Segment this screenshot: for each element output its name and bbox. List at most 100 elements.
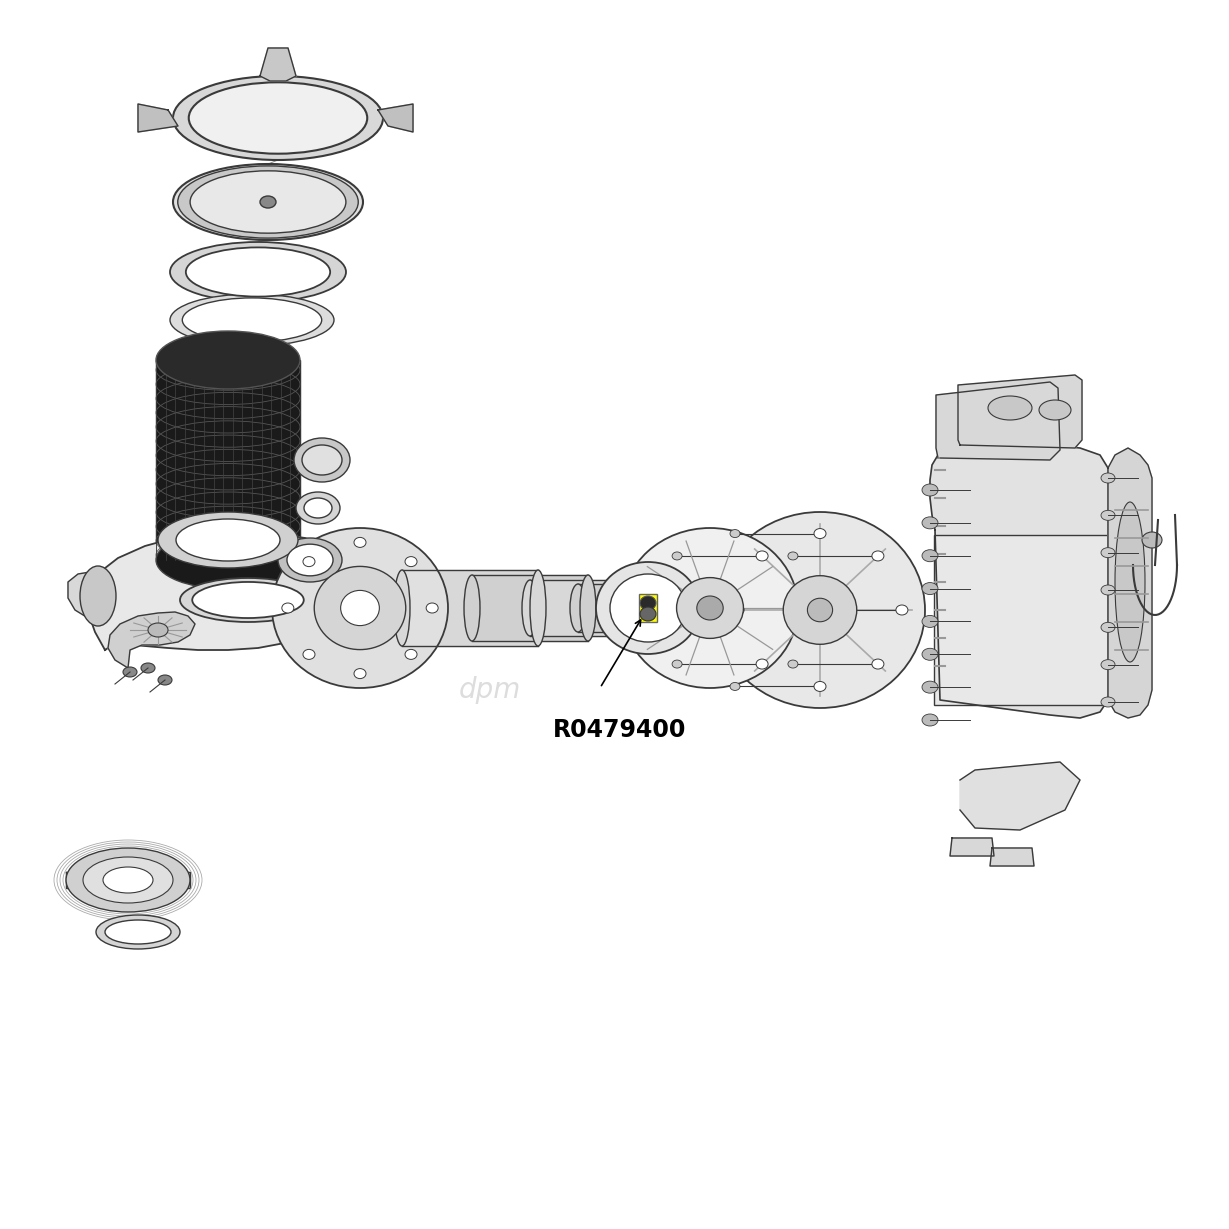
Polygon shape [960, 762, 1080, 830]
Ellipse shape [1101, 697, 1115, 707]
Ellipse shape [159, 675, 172, 685]
Polygon shape [66, 873, 190, 889]
Polygon shape [379, 104, 413, 132]
Ellipse shape [96, 916, 179, 949]
Ellipse shape [522, 580, 538, 635]
Ellipse shape [922, 484, 938, 497]
Text: R0479400: R0479400 [553, 718, 686, 742]
Ellipse shape [304, 649, 315, 660]
Ellipse shape [178, 166, 358, 238]
Ellipse shape [354, 537, 366, 547]
Ellipse shape [123, 667, 136, 677]
Ellipse shape [676, 578, 744, 638]
Polygon shape [88, 532, 342, 650]
Ellipse shape [580, 575, 596, 642]
Ellipse shape [257, 198, 279, 206]
Ellipse shape [988, 396, 1032, 420]
Polygon shape [261, 48, 296, 81]
Ellipse shape [278, 538, 342, 583]
Ellipse shape [697, 596, 723, 619]
Ellipse shape [286, 544, 333, 576]
Ellipse shape [189, 82, 367, 154]
Ellipse shape [922, 549, 938, 562]
Ellipse shape [192, 583, 304, 618]
Ellipse shape [186, 247, 331, 296]
Polygon shape [156, 360, 300, 560]
Ellipse shape [156, 331, 300, 390]
Ellipse shape [304, 498, 332, 517]
Ellipse shape [570, 584, 586, 632]
Ellipse shape [622, 580, 638, 635]
Polygon shape [991, 848, 1034, 866]
Ellipse shape [756, 551, 768, 560]
Ellipse shape [530, 570, 546, 646]
Polygon shape [108, 612, 195, 669]
Ellipse shape [922, 616, 938, 628]
Polygon shape [530, 580, 630, 635]
Ellipse shape [340, 590, 380, 626]
Ellipse shape [302, 445, 342, 474]
Ellipse shape [672, 660, 682, 669]
Ellipse shape [173, 76, 383, 160]
Polygon shape [138, 104, 178, 132]
Ellipse shape [648, 606, 658, 614]
Ellipse shape [281, 603, 294, 613]
Ellipse shape [159, 512, 297, 568]
Ellipse shape [871, 659, 884, 669]
Polygon shape [936, 382, 1059, 460]
Ellipse shape [896, 605, 908, 614]
Ellipse shape [730, 530, 740, 537]
Ellipse shape [788, 660, 798, 669]
Ellipse shape [315, 567, 406, 650]
Ellipse shape [640, 607, 656, 621]
Ellipse shape [179, 578, 316, 622]
Ellipse shape [814, 528, 826, 538]
Polygon shape [957, 375, 1082, 449]
Ellipse shape [406, 557, 417, 567]
Bar [934, 535, 1109, 705]
Ellipse shape [1101, 585, 1115, 595]
Ellipse shape [622, 528, 798, 688]
Ellipse shape [104, 921, 171, 944]
Ellipse shape [141, 662, 155, 673]
Ellipse shape [1101, 473, 1115, 483]
Polygon shape [68, 571, 108, 619]
Polygon shape [578, 584, 662, 632]
Ellipse shape [156, 531, 300, 589]
Ellipse shape [715, 512, 925, 708]
Ellipse shape [1142, 532, 1161, 548]
Ellipse shape [147, 623, 168, 637]
Ellipse shape [170, 294, 334, 347]
Ellipse shape [465, 575, 481, 642]
Ellipse shape [1101, 622, 1115, 633]
Bar [639, 594, 658, 622]
Ellipse shape [294, 438, 350, 482]
Ellipse shape [190, 171, 345, 234]
Ellipse shape [170, 242, 347, 302]
Ellipse shape [1101, 548, 1115, 558]
Ellipse shape [672, 552, 682, 560]
Ellipse shape [173, 163, 363, 240]
Ellipse shape [640, 596, 656, 610]
Ellipse shape [84, 857, 173, 903]
Polygon shape [1109, 449, 1152, 718]
Ellipse shape [922, 714, 938, 726]
Polygon shape [930, 445, 1109, 718]
Ellipse shape [354, 669, 366, 678]
Polygon shape [472, 575, 587, 642]
Ellipse shape [1039, 399, 1070, 420]
Ellipse shape [756, 659, 768, 669]
Ellipse shape [1101, 660, 1115, 670]
Polygon shape [402, 570, 538, 646]
Ellipse shape [922, 648, 938, 660]
Polygon shape [950, 838, 994, 857]
Ellipse shape [922, 681, 938, 693]
Ellipse shape [296, 492, 340, 524]
Ellipse shape [272, 528, 449, 688]
Ellipse shape [1101, 510, 1115, 520]
Ellipse shape [80, 567, 116, 626]
Ellipse shape [922, 517, 938, 528]
Ellipse shape [732, 605, 744, 614]
Ellipse shape [182, 297, 322, 342]
Text: dpm: dpm [458, 676, 521, 704]
